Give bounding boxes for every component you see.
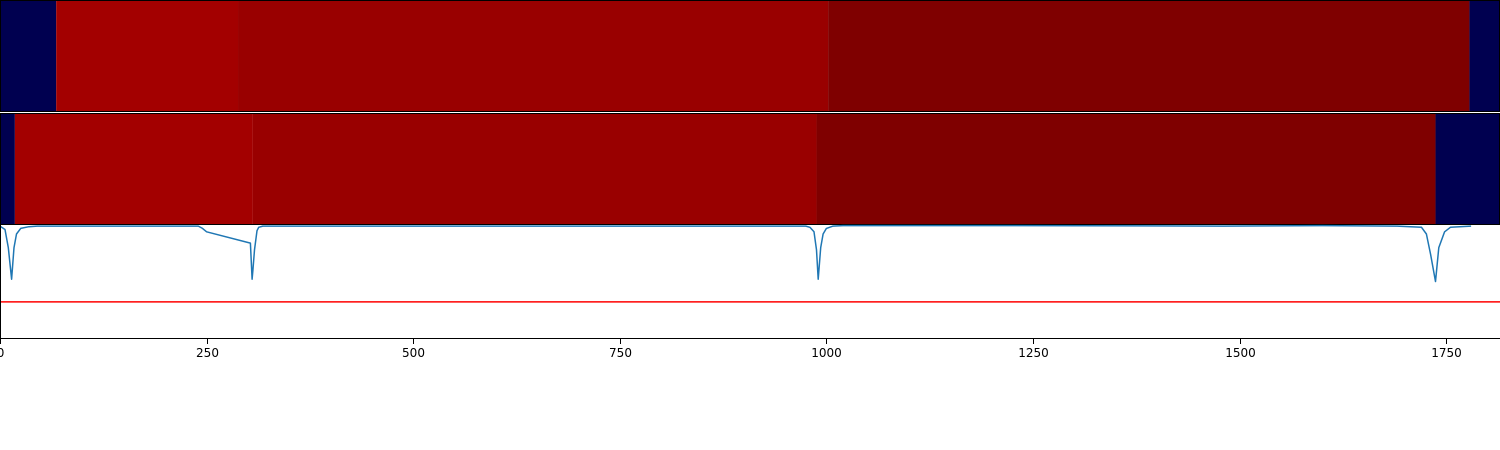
heatmap-cell-5 xyxy=(1435,113,1500,225)
heatmap-cell-2 xyxy=(56,0,239,112)
x-tick-label: 0 xyxy=(0,346,4,360)
x-tick-label: 250 xyxy=(196,346,219,360)
x-tick-label: 1250 xyxy=(1018,346,1049,360)
heatmap-cell-4 xyxy=(828,0,1470,112)
heatmap-cell-4 xyxy=(816,113,1436,225)
heatmap-panel-top xyxy=(0,0,1500,112)
heatmap-cell-1 xyxy=(0,0,57,112)
heatmap-panel-middle xyxy=(0,113,1500,225)
x-tick-label: 500 xyxy=(402,346,425,360)
heatmap-cell-5 xyxy=(1469,0,1500,112)
heatmap-cell-1 xyxy=(0,113,15,225)
heatmap-cell-3 xyxy=(238,0,829,112)
series-line-1 xyxy=(0,224,1472,283)
x-tick-label: 1750 xyxy=(1431,346,1462,360)
x-tick-label: 750 xyxy=(609,346,632,360)
line-plot-panel xyxy=(0,224,1500,339)
x-tick-label: 1500 xyxy=(1225,346,1256,360)
heatmap-cell-3 xyxy=(252,113,817,225)
x-axis: 0 250 500 750 1000 1250 1500 1750 xyxy=(0,339,1462,360)
x-tick-label: 1000 xyxy=(811,346,842,360)
heatmap-cell-2 xyxy=(14,113,253,225)
